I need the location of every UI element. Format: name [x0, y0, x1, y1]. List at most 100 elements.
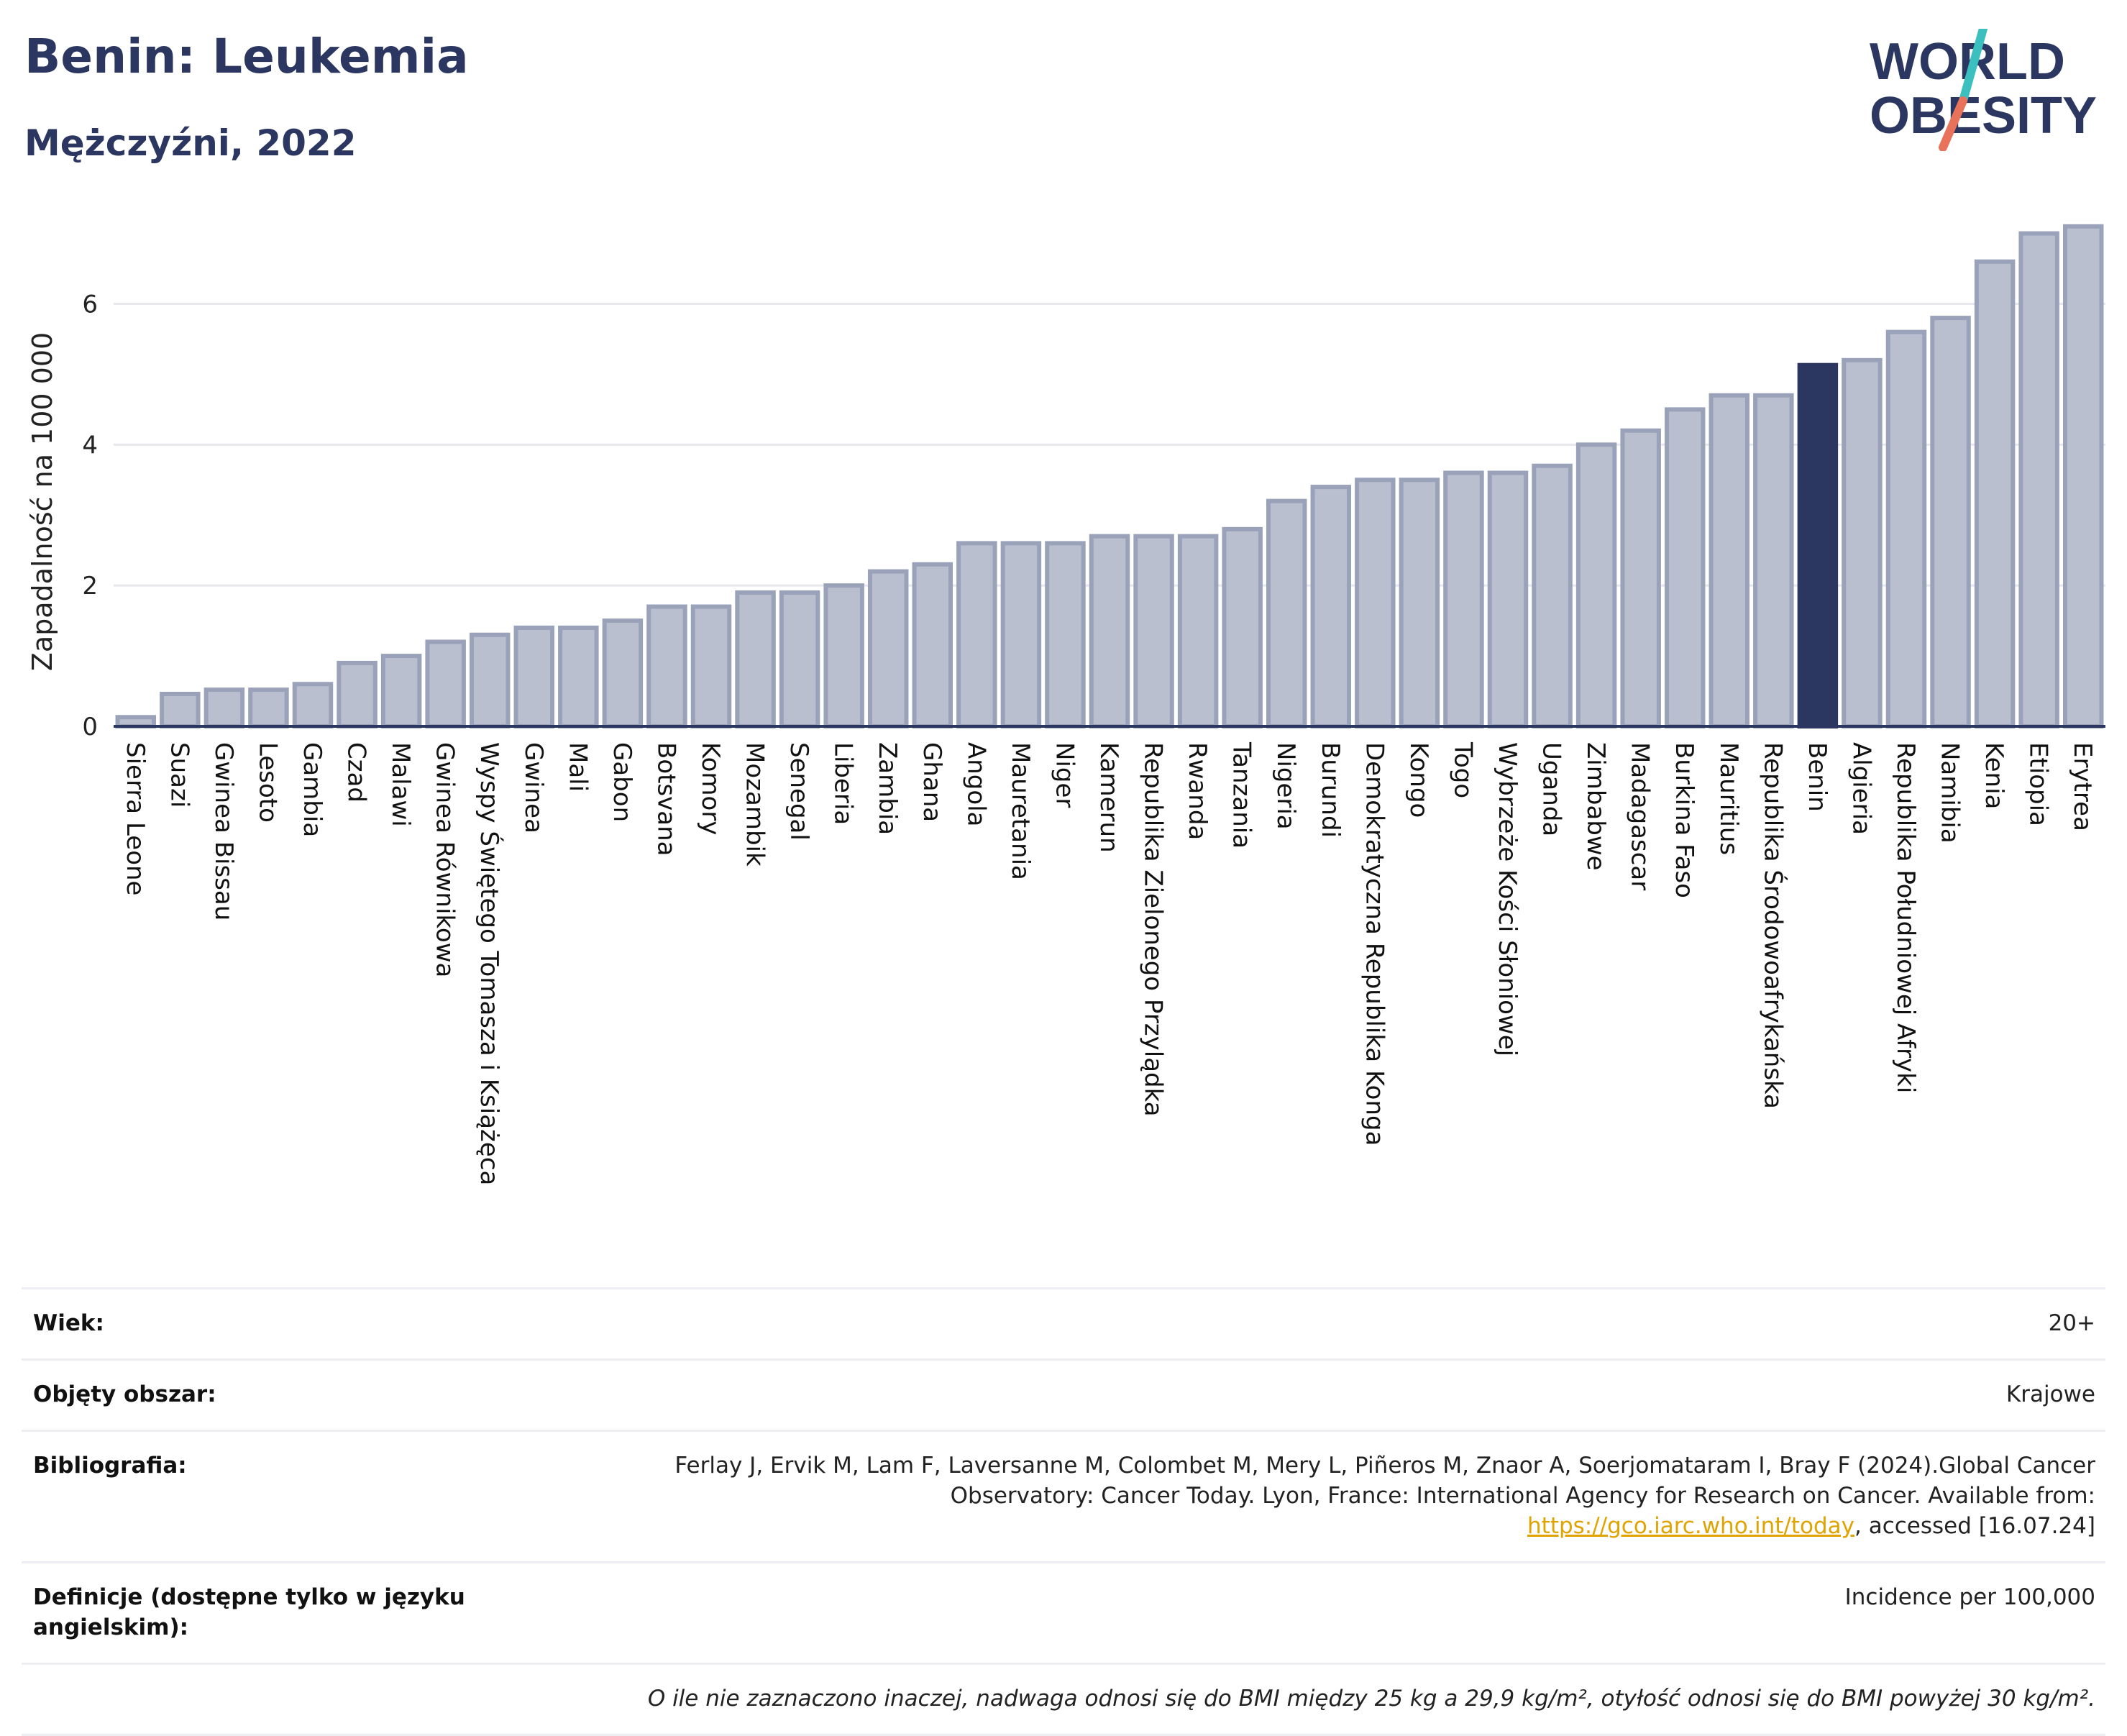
x-tick-label: Botsvana: [651, 742, 680, 856]
x-tick-label: Liberia: [829, 742, 858, 825]
bar: [160, 691, 201, 728]
x-tick-label: Gwinea: [519, 742, 548, 833]
bar: [1885, 329, 1927, 728]
x-tick-label: Kongo: [1404, 742, 1433, 818]
x-tick-label: Mozambik: [741, 742, 769, 867]
y-tick-label: 6: [82, 291, 98, 319]
age-value: 20+: [2048, 1310, 2095, 1336]
meta-row-age: Wiek: 20+: [22, 1287, 2105, 1358]
x-tick-label: Gabon: [608, 742, 636, 822]
x-tick-label: Togo: [1448, 741, 1477, 798]
x-tick-label: Lesoto: [253, 742, 282, 823]
bar: [1487, 470, 1529, 728]
meta-row-bibliography: Bibliografia: Ferlay J, Ervik M, Lam F, …: [22, 1430, 2105, 1561]
bibliography-link[interactable]: https://gco.iarc.who.int/today: [1527, 1513, 1854, 1539]
bar: [292, 682, 334, 728]
x-tick-label: Demokratyczna Republika Konga: [1360, 742, 1389, 1146]
x-tick-label: Malawi: [386, 742, 415, 827]
bar: [1709, 393, 1750, 729]
bibliography-label: Bibliografia:: [33, 1453, 187, 1479]
bar: [558, 625, 599, 729]
bibliography-tail: , accessed [16.07.24]: [1854, 1513, 2095, 1539]
bar: [425, 639, 466, 728]
bar: [823, 583, 864, 729]
bar: [956, 541, 997, 729]
logo-slash-teal: [1959, 29, 1988, 105]
bar: [1000, 541, 1042, 729]
bar: [1620, 428, 1661, 728]
x-tick-label: Wybrzeże Kości Słoniowej: [1493, 742, 1522, 1056]
x-tick-label: Erytrea: [2068, 742, 2097, 831]
bibliography-text: Ferlay J, Ervik M, Lam F, Laversanne M, …: [674, 1453, 2095, 1509]
x-tick-label: Burundi: [1316, 742, 1345, 838]
world-obesity-logo: WORLD OBESITY: [1870, 29, 2097, 151]
x-tick-label: Uganda: [1537, 742, 1566, 836]
metadata-table: Wiek: 20+ Objęty obszar: Krajowe Bibliog…: [22, 1287, 2105, 1736]
x-tick-label: Algieria: [1847, 742, 1875, 835]
bar: [1355, 478, 1396, 729]
y-tick-label: 2: [82, 572, 98, 600]
bar: [248, 687, 289, 728]
x-tick-label: Mauretania: [1006, 742, 1035, 880]
x-tick-label: Komory: [696, 742, 725, 835]
bar: [1575, 442, 1617, 728]
bar: [337, 660, 378, 728]
logo-slash-coral: [1939, 96, 1967, 151]
x-tick-label: Zambia: [873, 742, 902, 835]
x-tick-label: Gambia: [298, 742, 326, 837]
bar: [1089, 534, 1130, 728]
x-tick-label: Ghana: [918, 742, 946, 822]
bar: [1133, 534, 1174, 728]
bar: [2062, 224, 2104, 728]
bar: [1930, 316, 1971, 729]
bar: [2018, 231, 2059, 729]
x-tick-label: Tanzania: [1227, 741, 1256, 849]
x-tick-label: Wyspy Świętego Tomasza i Książęca: [475, 742, 504, 1185]
logo-word-obesity: OBESITY: [1870, 87, 2097, 145]
bar: [1310, 485, 1352, 728]
bar: [203, 687, 245, 728]
bar: [1842, 357, 1883, 728]
x-tick-label: Mauritius: [1714, 742, 1743, 855]
x-tick-label: Mali: [563, 742, 592, 792]
x-tick-label: Madagascar: [1626, 742, 1655, 890]
x-tick-label: Etiopia: [2024, 742, 2053, 826]
x-tick-label: Namibia: [1936, 742, 1964, 844]
area-label: Objęty obszar:: [33, 1381, 216, 1407]
bar: [1045, 541, 1086, 729]
x-tick-label: Republika Środowoafrykańska: [1758, 742, 1788, 1109]
x-tick-label: Benin: [1803, 742, 1831, 812]
bar: [1177, 534, 1219, 728]
x-tick-label: Suazi: [165, 742, 193, 808]
bmi-note: O ile nie zaznaczono inaczej, nadwaga od…: [647, 1686, 2095, 1712]
chart-subtitle: Mężczyźni, 2022: [24, 122, 357, 164]
bar: [1974, 259, 2016, 728]
bar: [1532, 463, 1573, 728]
bar: [1443, 470, 1484, 728]
x-tick-label: Angola: [961, 742, 990, 826]
bar: [690, 604, 732, 729]
bar: [779, 590, 820, 728]
bar: [513, 625, 555, 729]
bar: [1222, 526, 1263, 728]
x-tick-label: Republika Zielonego Przylądka: [1139, 742, 1168, 1117]
bar: [1753, 393, 1794, 729]
bar: [602, 618, 644, 728]
bar: [867, 569, 909, 728]
definitions-label: Definicje (dostępne tylko w języku angie…: [33, 1584, 465, 1640]
x-tick-label: Rwanda: [1183, 742, 1212, 840]
meta-row-area: Objęty obszar: Krajowe: [22, 1358, 2105, 1430]
meta-row-definitions: Definicje (dostępne tylko w języku angie…: [22, 1561, 2105, 1663]
y-axis-label: Zapadalność na 100 000: [27, 332, 58, 671]
bar: [735, 590, 776, 728]
meta-row-note: O ile nie zaznaczono inaczej, nadwaga od…: [22, 1663, 2105, 1736]
bar: [469, 632, 511, 728]
x-tick-label: Nigeria: [1271, 742, 1300, 830]
x-tick-label: Kamerun: [1094, 742, 1123, 853]
bar: [1266, 498, 1307, 729]
y-tick-label: 4: [82, 431, 98, 460]
bar-chart: 0 2 4 6 Zapadalność na 100 000 Sierra Leone Su…: [27, 224, 2105, 1185]
x-tick-label: Republika Południowej Afryki: [1891, 742, 1920, 1093]
x-tick-label: Czad: [342, 742, 371, 803]
area-value: Krajowe: [2005, 1381, 2095, 1407]
